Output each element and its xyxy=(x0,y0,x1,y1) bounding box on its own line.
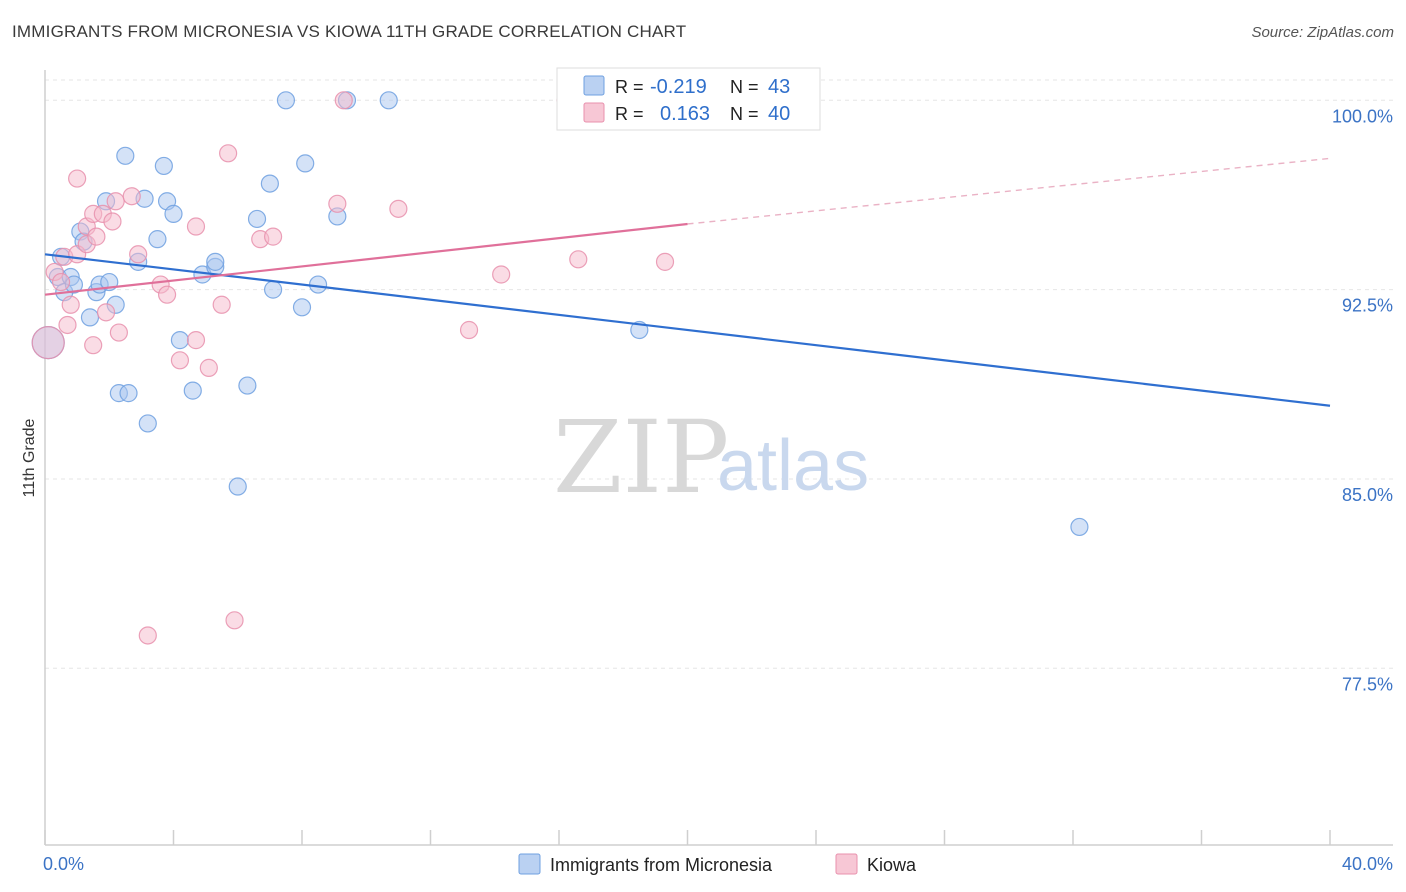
point-kiowa-2 xyxy=(51,272,71,292)
point-micronesia-16 xyxy=(119,384,138,403)
point-kiowa-12 xyxy=(87,227,106,246)
point-micronesia-15 xyxy=(116,146,135,165)
stats-r-value-micronesia: -0.219 xyxy=(650,76,707,98)
point-kiowa-31 xyxy=(263,227,283,246)
point-micronesia-35 xyxy=(292,298,312,317)
point-kiowa-25 xyxy=(186,217,206,236)
chart-title: IMMIGRANTS FROM MICRONESIA VS KIOWA 11TH… xyxy=(12,22,687,41)
point-micronesia-20 xyxy=(148,230,167,249)
y-axis-tick-labels: 100.0% 92.5% 85.0% 77.5% xyxy=(1332,106,1393,694)
point-kiowa-0 xyxy=(31,326,65,360)
stats-r-value-kiowa: 0.163 xyxy=(660,103,710,125)
point-kiowa-32 xyxy=(328,194,347,213)
stats-n-label-micronesia: N = xyxy=(730,77,759,97)
point-micronesia-32 xyxy=(260,174,279,193)
y-tick-label-2: 85.0% xyxy=(1342,485,1393,505)
point-micronesia-19 xyxy=(138,414,157,433)
point-kiowa-29 xyxy=(225,611,244,630)
point-kiowa-5 xyxy=(61,295,80,314)
stats-n-label-kiowa: N = xyxy=(730,104,759,124)
watermark-atlas: atlas xyxy=(717,426,869,506)
point-kiowa-16 xyxy=(106,192,125,211)
point-micronesia-37 xyxy=(308,275,328,294)
stats-r-label-kiowa: R = xyxy=(615,104,644,124)
trend-line-micronesia xyxy=(44,253,1331,407)
point-micronesia-24 xyxy=(170,331,190,350)
legend-swatch-micronesia xyxy=(518,853,541,875)
legend-label-micronesia: Immigrants from Micronesia xyxy=(550,855,773,875)
point-kiowa-17 xyxy=(109,323,128,342)
point-micronesia-8 xyxy=(80,308,100,327)
stats-swatch-micronesia xyxy=(583,75,605,96)
trend-line-kiowa-extension xyxy=(687,157,1331,225)
series-legend: Immigrants from Micronesia Kiowa xyxy=(518,853,917,875)
point-micronesia-34 xyxy=(276,91,296,110)
point-micronesia-33 xyxy=(263,280,283,299)
y-tick-label-0: 100.0% xyxy=(1332,106,1393,126)
point-micronesia-21 xyxy=(154,156,173,176)
stats-swatch-kiowa xyxy=(583,102,605,123)
x-axis-ticks xyxy=(44,830,1331,845)
point-kiowa-7 xyxy=(68,169,87,188)
point-micronesia-25 xyxy=(183,381,202,400)
source-label: Source: ZipAtlas.com xyxy=(1251,24,1394,41)
point-kiowa-28 xyxy=(219,144,238,163)
point-kiowa-14 xyxy=(96,303,116,322)
point-kiowa-36 xyxy=(492,265,511,284)
stats-legend: R = -0.219 N = 43 R = 0.163 N = 40 xyxy=(556,67,821,131)
axes xyxy=(44,70,1393,846)
point-kiowa-18 xyxy=(122,187,141,206)
point-kiowa-33 xyxy=(334,91,353,110)
point-kiowa-23 xyxy=(170,351,190,370)
point-micronesia-40 xyxy=(379,91,398,110)
x-tick-label-1: 40.0% xyxy=(1342,854,1393,874)
point-micronesia-36 xyxy=(296,154,315,173)
stats-n-value-kiowa: 40 xyxy=(768,103,790,125)
x-axis-tick-labels: 0.0% 40.0% xyxy=(43,854,1393,874)
grid-lines xyxy=(45,79,1393,669)
point-kiowa-19 xyxy=(129,245,148,264)
trend-line-kiowa xyxy=(44,222,688,296)
point-kiowa-10 xyxy=(84,336,103,355)
y-tick-label-3: 77.5% xyxy=(1342,674,1393,694)
point-micronesia-42 xyxy=(1070,517,1089,537)
point-micronesia-31 xyxy=(247,209,267,229)
point-kiowa-24 xyxy=(186,331,206,350)
stats-n-value-micronesia: 43 xyxy=(768,76,790,98)
point-kiowa-35 xyxy=(459,320,479,340)
point-kiowa-26 xyxy=(199,358,218,377)
y-tick-label-1: 92.5% xyxy=(1342,296,1393,316)
point-micronesia-28 xyxy=(206,252,225,271)
point-micronesia-30 xyxy=(238,376,257,395)
trend-lines xyxy=(44,157,1331,407)
point-kiowa-15 xyxy=(103,212,122,231)
legend-label-kiowa: Kiowa xyxy=(867,855,917,875)
x-tick-label-0: 0.0% xyxy=(43,854,84,874)
point-kiowa-38 xyxy=(569,250,588,269)
legend-swatch-kiowa xyxy=(835,853,858,875)
point-kiowa-4 xyxy=(58,315,77,335)
data-points xyxy=(31,91,1089,645)
point-micronesia-29 xyxy=(228,477,247,496)
point-micronesia-23 xyxy=(164,204,183,223)
watermark-zip: ZIP xyxy=(553,399,729,516)
point-kiowa-22 xyxy=(157,285,177,304)
stats-r-label-micronesia: R = xyxy=(615,77,644,97)
y-axis-label: 11th Grade xyxy=(21,418,38,497)
point-kiowa-39 xyxy=(655,252,675,271)
point-kiowa-20 xyxy=(138,626,157,645)
point-kiowa-34 xyxy=(389,199,408,218)
point-kiowa-27 xyxy=(212,295,231,314)
